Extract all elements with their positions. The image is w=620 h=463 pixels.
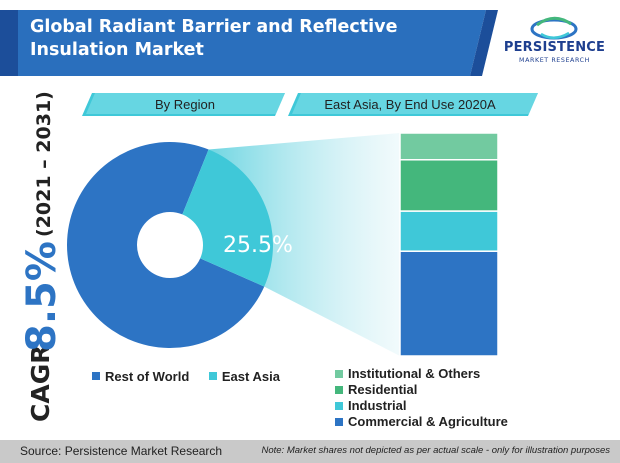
enduse-chart-title: East Asia, By End Use 2020A (324, 97, 496, 112)
source-text: Source: Persistence Market Research (20, 444, 223, 458)
legend-label: Commercial & Agriculture (348, 414, 508, 429)
legend-item-residential: Residential (335, 382, 508, 398)
legend-label: Rest of World (105, 368, 190, 384)
donut-legend: Rest of World East Asia (92, 368, 296, 384)
bar-segment-commercial-agriculture (399, 250, 499, 357)
legend-item-commercial: Commercial & Agriculture (335, 414, 508, 430)
legend-item-industrial: Industrial (335, 398, 508, 414)
legend-swatch (335, 402, 343, 410)
donut-slice-east-asia (182, 149, 273, 287)
legend-item-east-asia: East Asia (208, 368, 280, 384)
legend-label: Industrial (348, 398, 407, 413)
legend-label: Institutional & Others (348, 366, 481, 381)
donut-data-label: 25.5% (223, 233, 293, 258)
logo-name: PERSISTENCE (503, 40, 606, 55)
legend-item-rest-of-world: Rest of World (92, 369, 189, 384)
chart-title: Global Radiant Barrier and Reflective In… (30, 17, 398, 60)
legend-swatch (208, 372, 217, 380)
legend-swatch (335, 386, 343, 394)
legend-swatch (92, 372, 100, 380)
legend-swatch (335, 370, 343, 378)
legend-label: Residential (348, 382, 418, 397)
region-chart-title: By Region (155, 97, 215, 112)
connector-funnel (208, 133, 400, 356)
bar-legend: Institutional & Others Residential Indus… (335, 366, 508, 430)
persistence-logo: PERSISTENCE MARKET RESEARCH (497, 12, 612, 72)
bar-segment-industrial (399, 210, 499, 252)
legend-item-institutional: Institutional & Others (335, 366, 508, 382)
legend-label: East Asia (221, 368, 280, 384)
legend-swatch (335, 418, 343, 426)
footer-bar: Source: Persistence Market Research Note… (0, 440, 620, 463)
logo-swirl-icon (530, 16, 578, 40)
bar-segment-institutional-others (399, 132, 499, 161)
bar-segment-residential (399, 159, 499, 212)
header-band (0, 10, 498, 76)
donut-slice-rest-of-world (67, 142, 265, 348)
note-text: Note: Market shares not depicted as per … (261, 445, 610, 456)
logo-tagline: MARKET RESEARCH (519, 57, 590, 64)
